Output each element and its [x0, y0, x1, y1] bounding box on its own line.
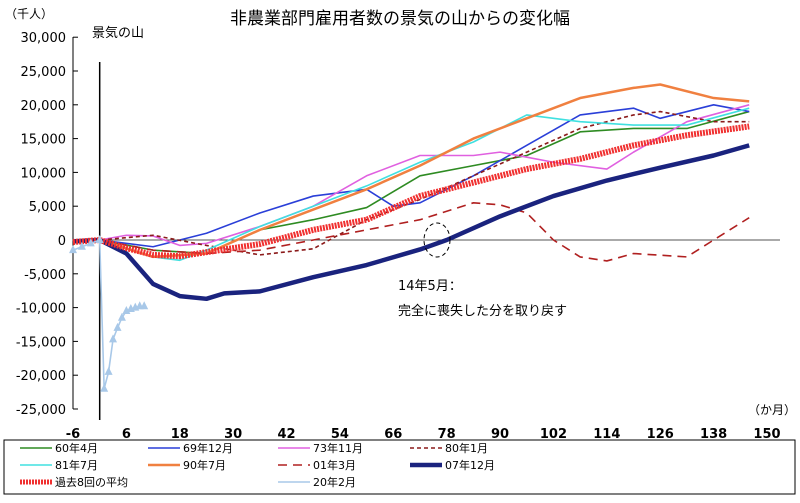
y-tick-label: 10,000	[21, 166, 67, 181]
series-2	[72, 104, 750, 247]
data-point	[122, 305, 131, 314]
peak-label: 景気の山	[92, 25, 144, 41]
y-tick-label: 30,000	[21, 31, 67, 46]
series-line	[72, 110, 750, 255]
y-tick-label: 25,000	[21, 65, 67, 80]
series-line	[72, 143, 750, 302]
x-tick-label: -6	[66, 427, 80, 442]
data-point	[104, 366, 113, 375]
x-tick-label: 30	[224, 427, 242, 442]
legend-label: 過去8回の平均	[55, 476, 128, 489]
recovery-marker-ellipse	[423, 222, 451, 258]
legend-label: 69年12月	[183, 441, 233, 455]
x-tick-label: 18	[171, 427, 189, 442]
x-tick-label: 42	[277, 427, 295, 442]
y-tick-label: -10,000	[16, 302, 66, 317]
series-0	[72, 110, 750, 255]
y-tick-label: -5,000	[24, 268, 66, 283]
annotation-line-2: 完全に喪失した分を取り戻す	[398, 303, 567, 319]
series-line	[72, 104, 750, 248]
series-line	[72, 107, 750, 262]
series-7	[72, 143, 750, 302]
series-8	[72, 123, 750, 260]
series-9	[69, 235, 149, 392]
series-line	[72, 110, 750, 256]
x-tick-label: 78	[438, 427, 456, 442]
x-unit-label: （か月）	[748, 403, 796, 417]
data-point	[140, 301, 149, 310]
x-tick-label: 90	[491, 427, 509, 442]
data-point	[69, 245, 77, 254]
y-tick-label: 20,000	[21, 99, 67, 114]
data-point	[113, 322, 122, 331]
x-tick-label: 66	[384, 427, 402, 442]
x-tick-label: 54	[331, 427, 349, 442]
legend-label: 01年3月	[313, 458, 356, 472]
series-3	[72, 110, 750, 256]
legend-label: 20年2月	[313, 475, 356, 489]
data-point	[86, 238, 95, 247]
data-point	[100, 383, 109, 392]
data-point	[95, 235, 104, 243]
legend-label: 07年12月	[445, 458, 495, 472]
legend-label: 90年7月	[183, 458, 226, 472]
series-1	[72, 104, 750, 248]
y-tick-label: -20,000	[16, 369, 66, 384]
legend-label: 80年1月	[445, 441, 488, 455]
y-tick-label: -15,000	[16, 335, 66, 350]
series-line	[72, 123, 750, 260]
x-tick-label: 150	[753, 427, 780, 442]
legend-label: 81年7月	[55, 458, 98, 472]
annotation-line-1: 14年5月：	[398, 279, 462, 294]
x-tick-label: 138	[700, 427, 727, 442]
y-tick-label: 5,000	[29, 200, 66, 215]
x-tick-label: 6	[122, 427, 131, 442]
legend: 60年4月 69年12月 73年11月 80年1月 81年7月 90年7月 01年3月 07年…	[20, 441, 495, 489]
data-point	[109, 334, 118, 343]
series-4	[72, 107, 750, 262]
series-line	[72, 104, 750, 247]
y-tick-label: 0	[58, 234, 66, 249]
x-tick-label: 114	[593, 427, 620, 442]
legend-label: 60年4月	[55, 441, 98, 455]
y-tick-label: 15,000	[21, 133, 67, 148]
chart-title: 非農業部門雇用者数の景気の山からの変化幅	[230, 9, 570, 29]
x-tick-label: 126	[647, 427, 674, 442]
y-unit-label: （千人）	[5, 7, 53, 21]
legend-box	[3, 439, 796, 495]
x-tick-label: 102	[540, 427, 567, 442]
data-point	[117, 312, 126, 321]
legend-label: 73年11月	[313, 441, 363, 455]
data-point	[77, 241, 86, 250]
y-tick-label: -25,000	[16, 403, 66, 418]
